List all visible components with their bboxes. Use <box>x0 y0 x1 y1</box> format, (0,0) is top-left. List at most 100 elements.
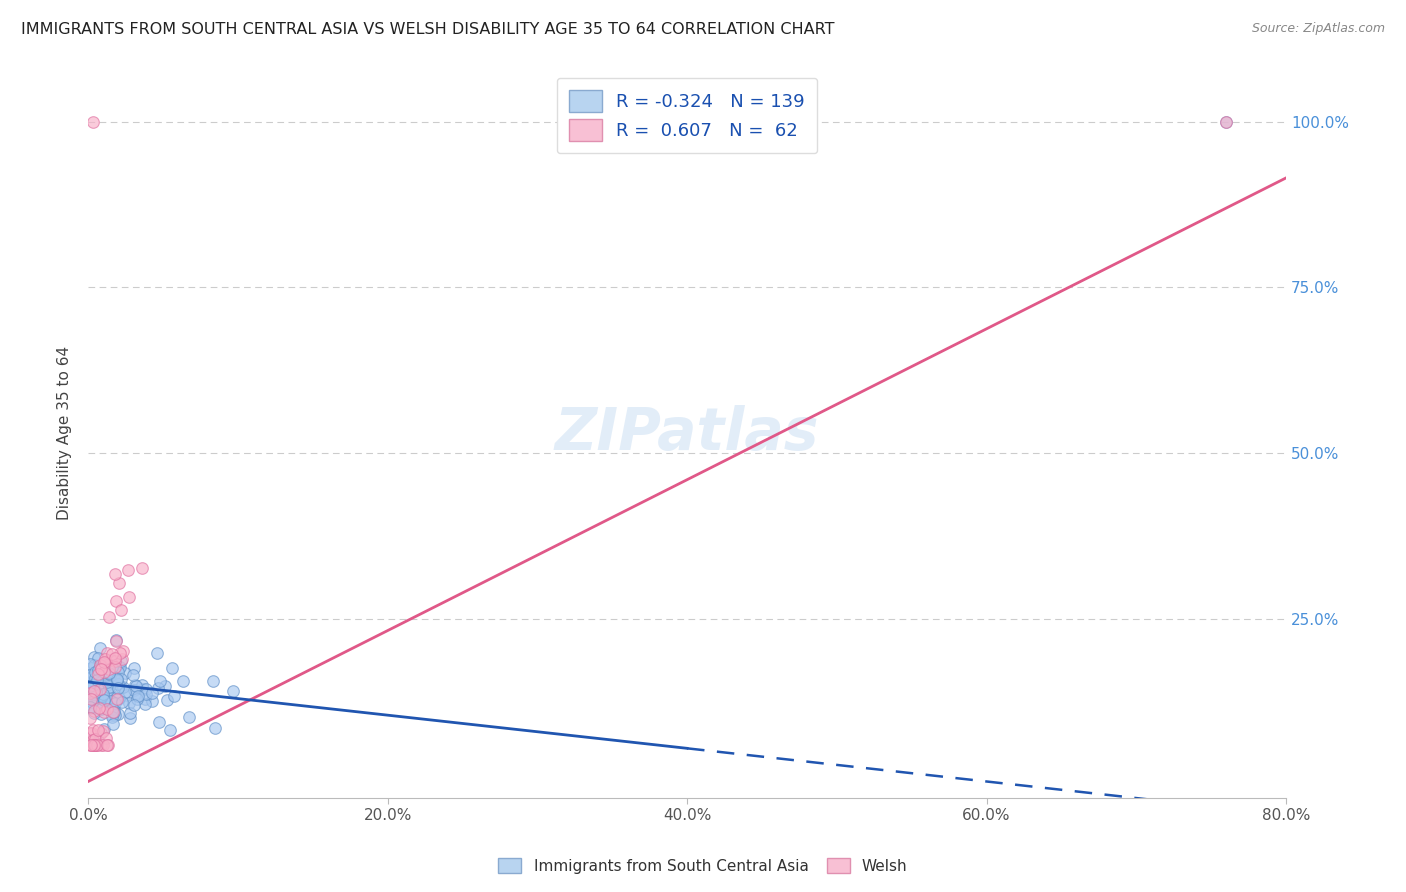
Point <box>93 655 115 669</box>
Point <box>83 738 105 752</box>
Point <box>96 685 118 699</box>
Point <box>101 702 124 716</box>
Point <box>83 704 105 718</box>
Point <box>79 683 101 698</box>
Point <box>103 705 125 719</box>
Point <box>80 694 103 708</box>
Point <box>162 661 184 675</box>
Point <box>79 738 101 752</box>
Point <box>100 680 122 694</box>
Point <box>83 738 105 752</box>
Point <box>84 738 107 752</box>
Point <box>107 576 129 591</box>
Point <box>86 664 108 678</box>
Text: ZIPatlas: ZIPatlas <box>555 405 820 462</box>
Point <box>79 711 101 725</box>
Point <box>79 686 101 700</box>
Point <box>87 733 110 747</box>
Point <box>118 591 141 605</box>
Point <box>80 661 103 675</box>
Point <box>91 688 114 702</box>
Point <box>90 665 112 679</box>
Point <box>132 682 155 697</box>
Point <box>82 677 104 691</box>
Point <box>103 716 125 731</box>
Point <box>107 692 129 706</box>
Point <box>124 678 146 692</box>
Point <box>80 738 103 752</box>
Point <box>89 661 111 675</box>
Point <box>118 706 141 720</box>
Point <box>141 686 163 700</box>
Point <box>89 676 111 690</box>
Point <box>79 701 101 715</box>
Point <box>101 701 124 715</box>
Point <box>172 673 194 688</box>
Point <box>79 687 101 701</box>
Point <box>101 710 124 724</box>
Point <box>110 680 132 694</box>
Point <box>83 731 105 746</box>
Point <box>104 696 127 710</box>
Point <box>222 684 245 698</box>
Point <box>79 670 101 684</box>
Point <box>98 680 121 694</box>
Point <box>110 673 132 687</box>
Point <box>86 663 108 677</box>
Point <box>101 705 124 719</box>
Point <box>162 690 184 704</box>
Point <box>91 738 114 752</box>
Point <box>79 688 101 702</box>
Point <box>117 563 139 577</box>
Point <box>80 685 103 699</box>
Point <box>79 657 101 671</box>
Point <box>135 687 157 701</box>
Point <box>103 702 125 716</box>
Point <box>104 594 127 608</box>
Point <box>96 690 118 704</box>
Point <box>90 707 112 722</box>
Point <box>79 681 101 696</box>
Point <box>112 644 135 658</box>
Point <box>108 646 131 660</box>
Point <box>114 685 136 699</box>
Point <box>91 723 114 738</box>
Point <box>108 659 131 673</box>
Point <box>118 697 141 711</box>
Point <box>83 706 105 721</box>
Point <box>103 654 125 668</box>
Point <box>86 723 108 738</box>
Point <box>115 689 138 703</box>
Point <box>89 701 111 715</box>
Point <box>146 681 169 695</box>
Point <box>108 660 131 674</box>
Point <box>122 660 145 674</box>
Point <box>90 691 112 706</box>
Point <box>98 610 121 624</box>
Point <box>124 679 146 693</box>
Point <box>104 567 127 582</box>
Point <box>96 702 118 716</box>
Point <box>105 673 128 687</box>
Point <box>84 685 107 699</box>
Point <box>90 702 112 716</box>
Point <box>79 675 101 690</box>
Point <box>90 726 112 740</box>
Point <box>148 714 170 729</box>
Point <box>82 688 104 702</box>
Point <box>93 694 115 708</box>
Point <box>134 691 156 706</box>
Point <box>83 665 105 679</box>
Point <box>103 654 125 668</box>
Point <box>153 679 176 693</box>
Point <box>90 661 112 675</box>
Point <box>122 668 145 682</box>
Point <box>79 679 101 693</box>
Point <box>107 690 129 705</box>
Point <box>104 632 127 647</box>
Point <box>101 660 124 674</box>
Point <box>96 678 118 692</box>
Point <box>100 694 122 708</box>
Point <box>93 651 115 665</box>
Point <box>89 640 111 655</box>
